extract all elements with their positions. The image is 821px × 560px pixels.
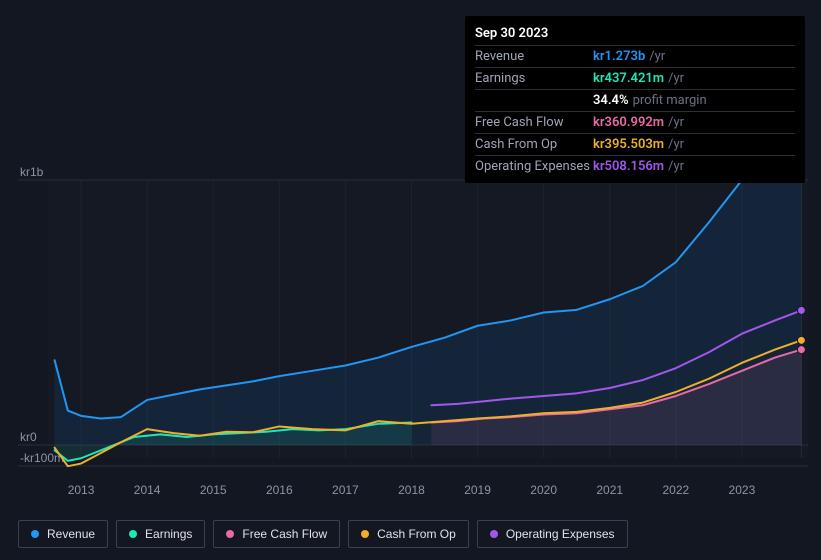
tooltip-metric-value: kr395.503m xyxy=(593,137,664,152)
tooltip-metric-suffix: /yr xyxy=(668,115,684,130)
tooltip-metric-label: Free Cash Flow xyxy=(475,115,593,130)
legend-item-revenue[interactable]: Revenue xyxy=(18,520,108,548)
legend-dot-icon xyxy=(226,530,234,538)
tooltip-row: Revenuekr1.273b/yr xyxy=(475,45,795,67)
tooltip-metric-label: Cash From Op xyxy=(475,137,593,152)
tooltip-metric-suffix: /yr xyxy=(668,71,684,86)
legend-item-operating-expenses[interactable]: Operating Expenses xyxy=(477,520,628,548)
tooltip-metric-label: Revenue xyxy=(475,49,593,64)
tooltip-metric-label: Earnings xyxy=(475,71,593,86)
tooltip-metric-suffix: /yr xyxy=(668,137,684,152)
svg-text:2023: 2023 xyxy=(729,483,756,497)
legend-item-cash-from-op[interactable]: Cash From Op xyxy=(348,520,469,548)
tooltip-metric-value: kr1.273b xyxy=(593,49,645,64)
tooltip-profit-margin-pct: 34.4% xyxy=(593,93,629,108)
svg-text:2014: 2014 xyxy=(134,483,161,497)
tooltip-row: Cash From Opkr395.503m/yr xyxy=(475,133,795,155)
svg-text:kr0: kr0 xyxy=(20,430,37,444)
svg-text:2016: 2016 xyxy=(266,483,293,497)
svg-text:2013: 2013 xyxy=(68,483,95,497)
legend-dot-icon xyxy=(361,530,369,538)
tooltip-profit-margin-label: profit margin xyxy=(633,93,707,108)
tooltip-metric-suffix: /yr xyxy=(649,49,665,64)
tooltip-row: Earningskr437.421m/yr xyxy=(475,67,795,89)
legend-item-label: Free Cash Flow xyxy=(242,527,327,541)
svg-text:2022: 2022 xyxy=(662,483,689,497)
legend-item-earnings[interactable]: Earnings xyxy=(116,520,205,548)
legend-dot-icon xyxy=(129,530,137,538)
svg-text:2020: 2020 xyxy=(530,483,557,497)
chart-legend: Revenue Earnings Free Cash Flow Cash From O… xyxy=(18,520,628,548)
svg-text:2018: 2018 xyxy=(398,483,425,497)
tooltip-metric-value: kr508.156m xyxy=(593,159,664,174)
tooltip-metric-suffix: /yr xyxy=(668,159,684,174)
tooltip-date: Sep 30 2023 xyxy=(475,22,795,45)
legend-item-label: Revenue xyxy=(47,527,95,541)
tooltip-row: 34.4% profit margin xyxy=(475,89,795,111)
legend-item-label: Operating Expenses xyxy=(506,527,615,541)
chart-tooltip: Sep 30 2023 Revenuekr1.273b/yrEarningskr… xyxy=(465,16,805,183)
tooltip-row: Free Cash Flowkr360.992m/yr xyxy=(475,111,795,133)
tooltip-row: Operating Expenseskr508.156m/yr xyxy=(475,155,795,177)
svg-text:2017: 2017 xyxy=(332,483,359,497)
legend-dot-icon xyxy=(31,530,39,538)
legend-item-label: Cash From Op xyxy=(377,527,456,541)
tooltip-metric-value: kr437.421m xyxy=(593,71,664,86)
svg-text:kr1b: kr1b xyxy=(20,165,44,179)
svg-text:2021: 2021 xyxy=(596,483,623,497)
legend-item-label: Earnings xyxy=(145,527,192,541)
svg-text:2019: 2019 xyxy=(464,483,491,497)
legend-item-free-cash-flow[interactable]: Free Cash Flow xyxy=(213,520,340,548)
svg-text:2015: 2015 xyxy=(200,483,227,497)
tooltip-metric-value: kr360.992m xyxy=(593,115,664,130)
legend-dot-icon xyxy=(490,530,498,538)
tooltip-metric-label: Operating Expenses xyxy=(475,159,593,174)
